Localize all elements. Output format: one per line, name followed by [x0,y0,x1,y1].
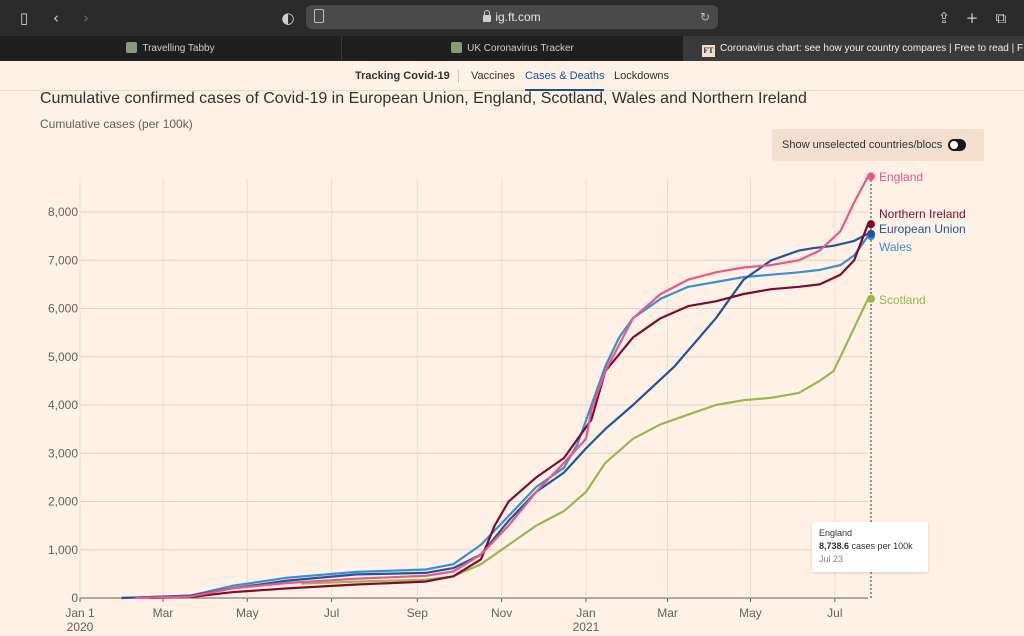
y-tick-label: 4,000 [48,398,78,412]
nav-cases-deaths[interactable]: Cases & Deaths [525,61,605,91]
x-tick-label: Nov [491,606,512,620]
x-tick-label: Mar [657,606,678,620]
y-axis: 0 1,000 2,000 3,000 4,000 5,000 6,000 7,000 8,00… [48,205,78,605]
y-tick-label: 8,000 [48,205,78,219]
tab-travelling-tabby[interactable]: Travelling Tabby [0,36,342,61]
y-tick-label: 6,000 [48,302,78,316]
browser-toolbar: ▯ ‹ › ◐ ig.ft.com ↻ ⇪ + ⧉ [0,0,1024,36]
series-label-england: England [879,170,923,184]
sidebar-icon[interactable]: ▯ [19,9,29,27]
cat-icon [451,42,463,53]
series-end-point-european-union [867,229,875,238]
tooltip-unit: cases per 100k [851,541,913,551]
tooltip-value: 8,738.6 [819,541,850,551]
cat-icon [126,42,138,53]
share-icon[interactable]: ⇪ [937,9,951,27]
nav-lockdowns[interactable]: Lockdowns [614,70,670,82]
grid [79,176,872,599]
url-text: ig.ft.com [495,10,541,24]
y-tick-label: 5,000 [48,350,78,364]
reader-icon[interactable] [314,9,324,23]
tab-ft-coronavirus-chart[interactable]: FT Coronavirus chart: see how your countr… [684,36,1024,61]
series-label-european-union: European Union [879,222,966,236]
series-end-point-northern-ireland [867,220,875,229]
series-label-northern-ireland: Northern Ireland [879,207,966,221]
new-tab-icon[interactable]: + [965,9,979,27]
toggle-knob [950,141,958,149]
sub-navigation: Tracking Covid-19 Vaccines Cases & Death… [0,61,1024,91]
series-end-point-scotland [867,294,875,303]
back-icon[interactable]: ‹ [53,9,59,27]
ft-logo-icon: FT [702,45,715,57]
chart-title: Cumulative confirmed cases of Covid-19 i… [40,90,807,107]
x-tick-label: May [236,606,259,620]
y-tick-label: 1,000 [48,543,78,557]
series-line-england [135,175,869,600]
show-unselected-toggle[interactable]: Show unselected countries/blocs [772,129,984,161]
address-bar[interactable]: ig.ft.com ↻ [306,5,718,29]
x-tick-label: May [739,606,762,620]
y-tick-label: 7,000 [48,253,78,267]
y-tick-label: 2,000 [48,495,78,509]
tooltip-series: England [819,528,853,538]
series-line-european-union [121,232,869,600]
y-axis-label: Cumulative cases (per 100k) [40,117,193,131]
forward-icon[interactable]: › [83,9,89,27]
series-label-wales: Wales [879,240,912,254]
x-tick-label: Sep [407,606,429,620]
series-label-scotland: Scotland [879,293,926,307]
tab-overview-icon[interactable]: ⧉ [995,9,1007,27]
series-end-point-england [867,172,875,181]
x-tick-label: Mar [153,606,174,620]
tooltip-date: Jul 23 [819,554,844,564]
series-line-wales [121,235,869,600]
x-tick-label: 2020 [67,620,94,634]
nav-divider [458,70,459,83]
x-tick-label: 2021 [573,620,600,634]
tab-strip: Travelling Tabby UK Coronavirus Tracker … [0,36,1024,61]
toggle-label: Show unselected countries/blocs [782,139,943,151]
lock-icon [483,10,492,22]
reload-icon[interactable]: ↻ [699,10,710,24]
nav-vaccines[interactable]: Vaccines [471,70,515,82]
toggle-switch[interactable] [948,139,966,151]
y-tick-label: 3,000 [48,446,78,460]
nav-tracking-covid[interactable]: Tracking Covid-19 [355,70,450,82]
x-tick-label: Jul [324,606,339,620]
x-tick-label: Jan 1 [65,606,95,620]
x-tick-label: Jan [576,606,595,620]
y-tick-label: 0 [71,591,78,605]
series-lines [121,172,875,600]
series-line-scotland [301,298,869,585]
x-tick-label: Jul [827,606,842,620]
tooltip: England 8,738.6 cases per 100k Jul 23 [812,522,928,572]
shield-icon[interactable]: ◐ [281,9,295,27]
series-line-northern-ireland [149,223,870,600]
tab-uk-coronavirus-tracker[interactable]: UK Coronavirus Tracker [342,36,684,61]
